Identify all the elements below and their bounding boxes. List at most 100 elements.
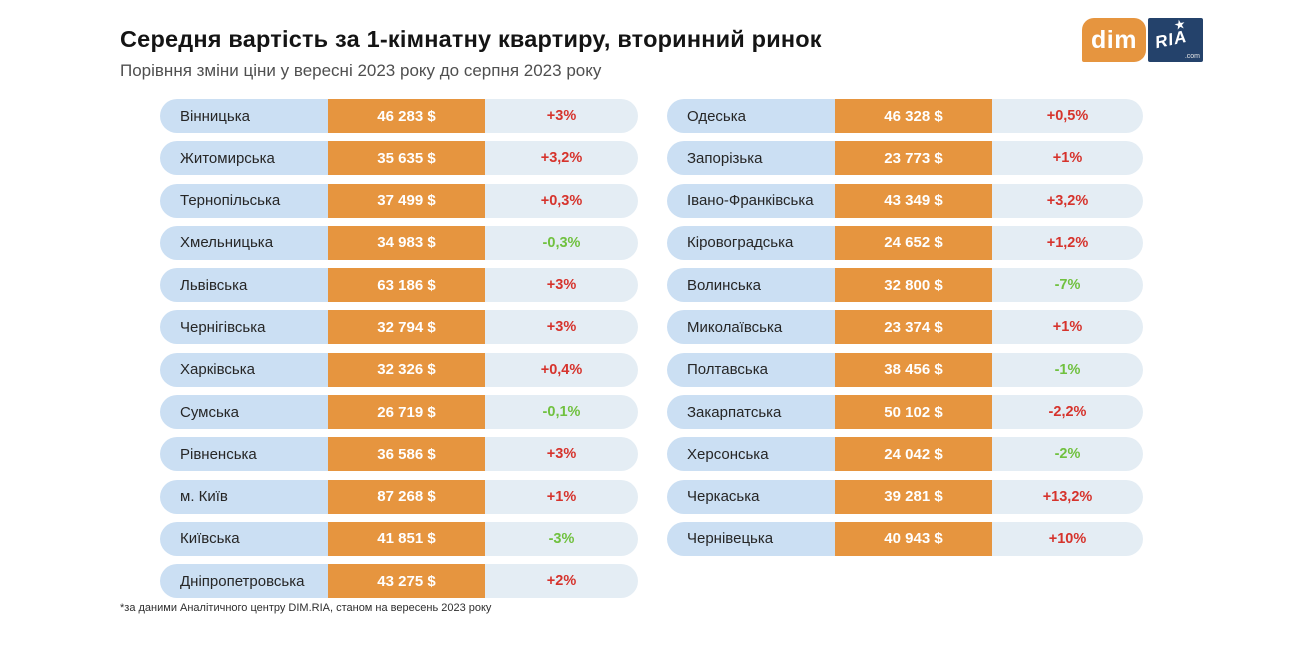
- region-change-cell: -2%: [992, 437, 1143, 472]
- region-name-cell: Вінницька: [160, 99, 328, 133]
- region-change-cell: -0,1%: [485, 395, 638, 430]
- data-source-footnote: *за даними Аналітичного центру DIM.RIA, …: [120, 602, 492, 614]
- region-price-cell: 32 326 $: [328, 352, 485, 387]
- region-price-cell: 43 349 $: [835, 183, 992, 218]
- region-change-cell: +3%: [485, 99, 638, 133]
- region-row-left-4: Львівська 63 186 $ +3%: [160, 268, 638, 303]
- region-name-cell: Хмельницька: [160, 225, 328, 260]
- region-row-left-6: Харківська 32 326 $ +0,4%: [160, 352, 638, 387]
- region-name-cell: Закарпатська: [667, 395, 835, 430]
- dim-ria-logo: dim ★ RIA .com: [1082, 18, 1203, 62]
- region-change-cell: +3%: [485, 310, 638, 345]
- region-name-cell: Кіровоградська: [667, 225, 835, 260]
- region-change-cell: -1%: [992, 352, 1143, 387]
- region-price-cell: 24 042 $: [835, 437, 992, 472]
- region-row-left-3: Хмельницька 34 983 $ -0,3%: [160, 225, 638, 260]
- region-price-cell: 23 773 $: [835, 141, 992, 176]
- region-change-cell: +0,5%: [992, 99, 1143, 133]
- region-row-left-1: Житомирська 35 635 $ +3,2%: [160, 141, 638, 176]
- region-change-cell: +13,2%: [992, 479, 1143, 514]
- region-name-cell: Миколаївська: [667, 310, 835, 345]
- region-price-cell: 46 328 $: [835, 99, 992, 133]
- region-price-cell: 40 943 $: [835, 521, 992, 556]
- region-row-left-8: Рівненська 36 586 $ +3%: [160, 437, 638, 472]
- region-name-cell: Волинська: [667, 268, 835, 303]
- region-price-cell: 26 719 $: [328, 395, 485, 430]
- region-name-cell: Черкаська: [667, 479, 835, 514]
- region-row-left-7: Сумська 26 719 $ -0,1%: [160, 395, 638, 430]
- region-change-cell: +1%: [992, 310, 1143, 345]
- region-row-right-1: Запорізька 23 773 $ +1%: [667, 141, 1143, 176]
- region-price-cell: 43 275 $: [328, 564, 485, 599]
- region-name-cell: Чернівецька: [667, 521, 835, 556]
- region-name-cell: Рівненська: [160, 437, 328, 472]
- region-name-cell: Одеська: [667, 99, 835, 133]
- region-row-right-6: Полтавська 38 456 $ -1%: [667, 352, 1143, 387]
- region-row-left-2: Тернопільська 37 499 $ +0,3%: [160, 183, 638, 218]
- region-change-cell: +3%: [485, 437, 638, 472]
- page-title: Середня вартість за 1-кімнатну квартиру,…: [120, 26, 822, 52]
- region-price-cell: 23 374 $: [835, 310, 992, 345]
- region-change-cell: +0,4%: [485, 352, 638, 387]
- region-change-cell: +3%: [485, 268, 638, 303]
- region-row-left-10: Київська 41 851 $ -3%: [160, 521, 638, 556]
- region-name-cell: Івано-Франківська: [667, 183, 835, 218]
- region-change-cell: -3%: [485, 521, 638, 556]
- region-name-cell: Київська: [160, 521, 328, 556]
- region-price-cell: 34 983 $: [328, 225, 485, 260]
- region-change-cell: +1%: [485, 479, 638, 514]
- region-name-cell: Запорізька: [667, 141, 835, 176]
- price-table-left-column: Вінницька 46 283 $ +3% Житомирська 35 63…: [160, 99, 638, 607]
- region-price-cell: 50 102 $: [835, 395, 992, 430]
- ria-logo-text: RIA: [1153, 26, 1189, 53]
- region-name-cell: Херсонська: [667, 437, 835, 472]
- region-row-left-9: м. Київ 87 268 $ +1%: [160, 479, 638, 514]
- region-price-cell: 63 186 $: [328, 268, 485, 303]
- region-price-cell: 87 268 $: [328, 479, 485, 514]
- region-price-cell: 32 794 $: [328, 310, 485, 345]
- region-name-cell: Дніпропетровська: [160, 564, 328, 599]
- region-row-right-5: Миколаївська 23 374 $ +1%: [667, 310, 1143, 345]
- region-change-cell: -0,3%: [485, 225, 638, 260]
- region-change-cell: +3,2%: [485, 141, 638, 176]
- region-row-right-2: Івано-Франківська 43 349 $ +3,2%: [667, 183, 1143, 218]
- region-name-cell: м. Київ: [160, 479, 328, 514]
- region-row-left-11: Дніпропетровська 43 275 $ +2%: [160, 564, 638, 599]
- region-row-right-9: Черкаська 39 281 $ +13,2%: [667, 479, 1143, 514]
- region-change-cell: -7%: [992, 268, 1143, 303]
- region-price-cell: 46 283 $: [328, 99, 485, 133]
- region-price-cell: 35 635 $: [328, 141, 485, 176]
- page-subtitle: Порівння зміни ціни у вересні 2023 року …: [120, 61, 602, 80]
- region-row-right-10: Чернівецька 40 943 $ +10%: [667, 521, 1143, 556]
- region-price-cell: 37 499 $: [328, 183, 485, 218]
- region-change-cell: +3,2%: [992, 183, 1143, 218]
- region-name-cell: Сумська: [160, 395, 328, 430]
- region-row-right-0: Одеська 46 328 $ +0,5%: [667, 99, 1143, 133]
- region-name-cell: Львівська: [160, 268, 328, 303]
- region-row-left-0: Вінницька 46 283 $ +3%: [160, 99, 638, 133]
- region-row-right-3: Кіровоградська 24 652 $ +1,2%: [667, 225, 1143, 260]
- region-row-left-5: Чернігівська 32 794 $ +3%: [160, 310, 638, 345]
- region-name-cell: Тернопільська: [160, 183, 328, 218]
- region-change-cell: +2%: [485, 564, 638, 599]
- region-change-cell: +0,3%: [485, 183, 638, 218]
- price-table-right-column: Одеська 46 328 $ +0,5% Запорізька 23 773…: [667, 99, 1143, 564]
- ria-logo-badge: ★ RIA .com: [1148, 18, 1203, 62]
- region-name-cell: Чернігівська: [160, 310, 328, 345]
- region-price-cell: 36 586 $: [328, 437, 485, 472]
- dim-logo-badge: dim: [1082, 18, 1146, 62]
- region-row-right-8: Херсонська 24 042 $ -2%: [667, 437, 1143, 472]
- region-change-cell: -2,2%: [992, 395, 1143, 430]
- ria-com-text: .com: [1184, 53, 1200, 60]
- region-price-cell: 41 851 $: [328, 521, 485, 556]
- region-change-cell: +1%: [992, 141, 1143, 176]
- region-price-cell: 39 281 $: [835, 479, 992, 514]
- region-name-cell: Харківська: [160, 352, 328, 387]
- region-row-right-4: Волинська 32 800 $ -7%: [667, 268, 1143, 303]
- region-price-cell: 32 800 $: [835, 268, 992, 303]
- region-name-cell: Полтавська: [667, 352, 835, 387]
- region-price-cell: 24 652 $: [835, 225, 992, 260]
- region-name-cell: Житомирська: [160, 141, 328, 176]
- region-change-cell: +10%: [992, 521, 1143, 556]
